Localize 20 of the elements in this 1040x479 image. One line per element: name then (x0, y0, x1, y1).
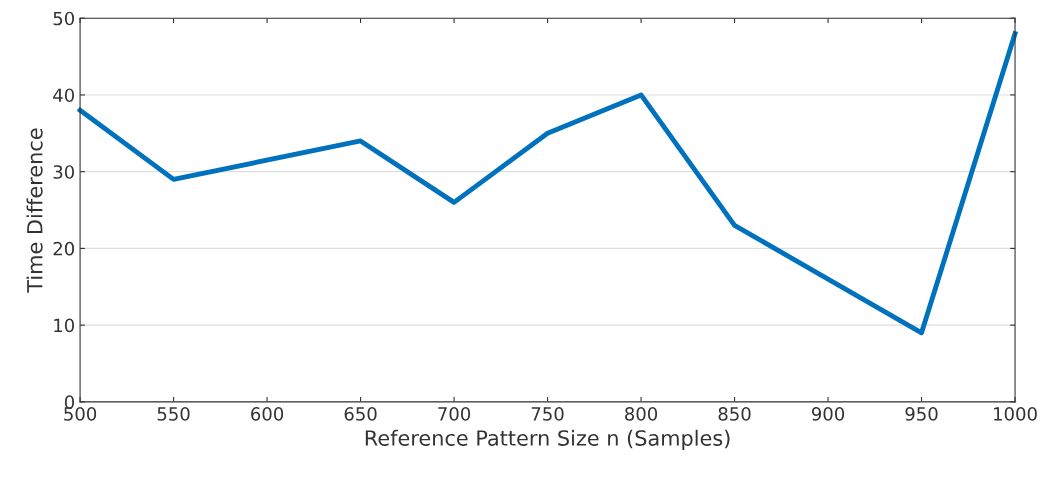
line-series (77, 31, 1018, 336)
x-tick-label: 750 (531, 407, 564, 421)
y-tick-label: 20 (53, 241, 75, 256)
x-tick-label: 850 (718, 407, 751, 421)
y-tick-label: 10 (54, 318, 75, 333)
x-tick-label: 800 (625, 407, 658, 421)
x-tick-label: 600 (251, 407, 284, 421)
y-axis-title: Time Difference (26, 128, 43, 293)
y-tick-label: 30 (53, 165, 75, 179)
y-tick-label: 0 (64, 395, 75, 409)
x-tick-label: 550 (157, 407, 190, 421)
x-tick-label: 900 (811, 407, 845, 421)
x-tick-label: 500 (64, 407, 97, 421)
x-tick-label: 700 (438, 407, 471, 421)
x-tick-label: 650 (344, 407, 377, 421)
x-axis-title: Reference Pattern Size n (Samples) (365, 429, 730, 450)
x-tick-label: 950 (905, 407, 938, 421)
y-tick-label: 50 (53, 11, 75, 26)
y-tick-label: 40 (53, 88, 75, 103)
x-tick-label: 1000 (994, 407, 1037, 421)
